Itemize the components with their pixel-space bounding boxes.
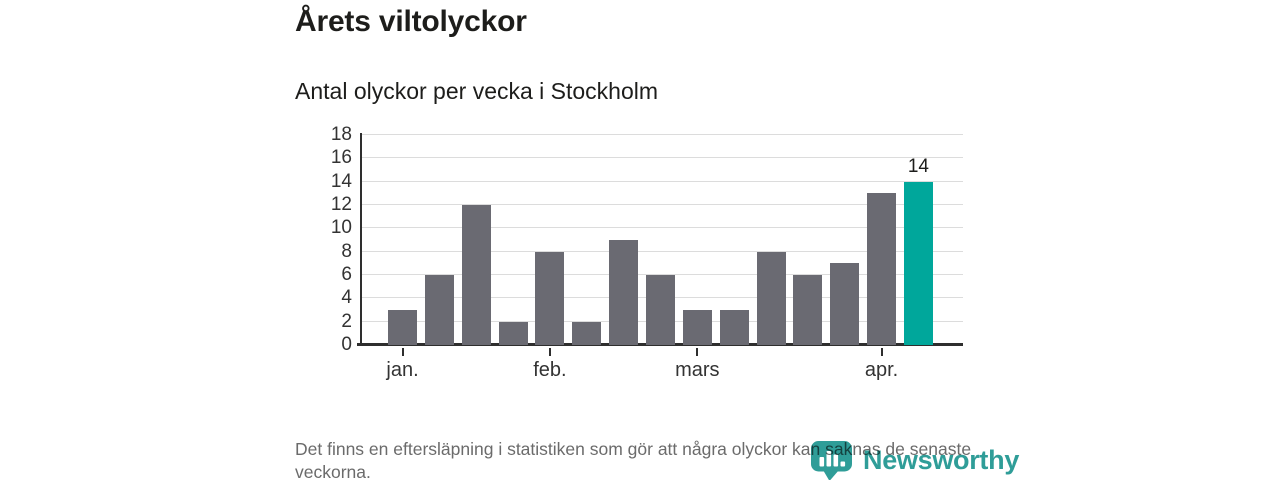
bar bbox=[609, 240, 639, 345]
footnote: Det finns en eftersläpning i statistiken… bbox=[295, 439, 972, 480]
bar bbox=[682, 310, 712, 345]
gridline bbox=[362, 204, 963, 205]
bar bbox=[461, 205, 491, 345]
newsworthy-pin-icon bbox=[811, 441, 852, 480]
y-axis-line bbox=[360, 133, 362, 345]
bar bbox=[535, 251, 565, 345]
newsworthy-logo: Newsworthy bbox=[810, 440, 1019, 480]
newsworthy-wordmark: Newsworthy bbox=[863, 445, 1020, 475]
value-label: 14 bbox=[907, 155, 929, 177]
chart-title: Årets viltolyckor bbox=[295, 5, 527, 38]
bar bbox=[424, 275, 454, 345]
bar bbox=[572, 321, 602, 345]
y-tick-label: 10 bbox=[330, 217, 352, 239]
gridline bbox=[362, 274, 963, 275]
bar bbox=[645, 275, 675, 345]
x-tick-label: feb. bbox=[533, 359, 567, 381]
y-tick-label: 0 bbox=[341, 334, 352, 355]
y-tick-label: 12 bbox=[330, 194, 352, 215]
plot-area bbox=[357, 133, 963, 346]
x-tick-label: jan. bbox=[386, 359, 419, 381]
bar bbox=[793, 275, 823, 345]
x-tick-label: apr. bbox=[864, 359, 899, 381]
x-tick-mark bbox=[696, 348, 699, 356]
x-tick-mark bbox=[401, 348, 404, 356]
bar bbox=[498, 321, 528, 345]
y-tick-label: 8 bbox=[341, 240, 352, 262]
x-tick-mark bbox=[548, 348, 551, 356]
y-tick-label: 16 bbox=[330, 147, 352, 169]
y-tick-label: 2 bbox=[341, 310, 352, 332]
bar bbox=[719, 310, 749, 345]
x-tick-mark bbox=[880, 348, 883, 356]
bar-highlighted bbox=[903, 181, 933, 345]
gridline bbox=[362, 157, 963, 159]
bar bbox=[388, 310, 417, 345]
gridline bbox=[362, 134, 963, 135]
y-tick-label: 14 bbox=[330, 170, 352, 192]
y-tick-label: 18 bbox=[330, 124, 352, 145]
chart-subtitle: Antal olyckor per vecka i Stockholm bbox=[295, 78, 659, 104]
x-tick-label: mars bbox=[675, 359, 720, 381]
y-tick-label: 4 bbox=[341, 287, 352, 309]
y-tick-label: 6 bbox=[341, 264, 352, 285]
bar bbox=[830, 263, 860, 345]
bar bbox=[756, 251, 786, 345]
bar bbox=[867, 193, 897, 345]
gridline bbox=[362, 227, 963, 229]
gridline bbox=[362, 180, 963, 182]
gridline bbox=[362, 250, 963, 252]
bar-chart: 0 2 4 6 8 10 12 14 16 18 jan. feb. mars apr. 14 bbox=[295, 124, 985, 395]
